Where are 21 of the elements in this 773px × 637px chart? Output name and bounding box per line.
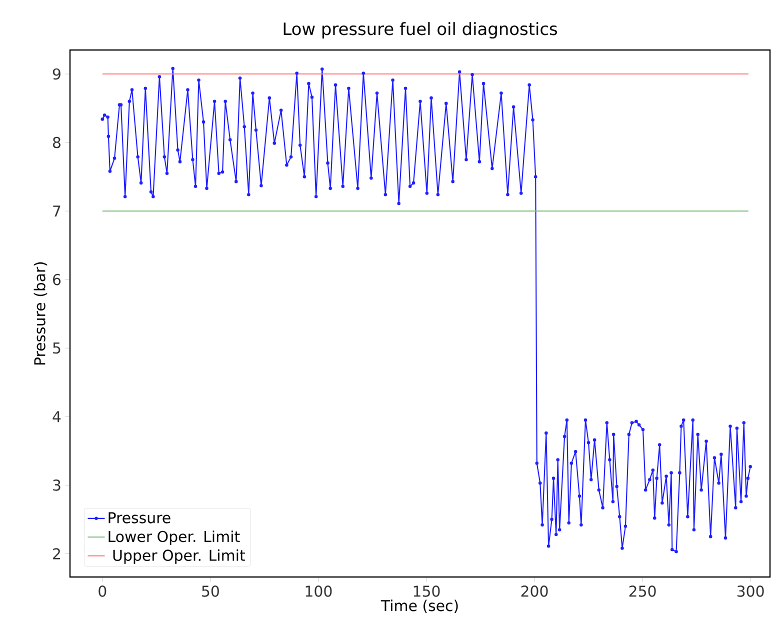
y-tick-label: 3 <box>53 480 60 491</box>
y-tick-label: 2 <box>53 548 60 560</box>
x-tick-label: 100 <box>306 586 332 597</box>
chart-title: Low pressure fuel oil diagnostics <box>284 22 558 38</box>
y-tick-label: 9 <box>52 68 60 80</box>
y-tick-label: 8 <box>52 136 60 148</box>
legend-label: Upper Oper. Limit <box>113 549 246 564</box>
x-tick-label: 0 <box>98 586 106 597</box>
x-tick-label: 50 <box>202 586 219 597</box>
legend-label: Lower Oper. Limit <box>108 530 240 546</box>
y-tick-label: 4 <box>52 411 61 422</box>
x-axis-title: Time (sec) <box>380 600 458 613</box>
x-tick-label: 200 <box>521 586 548 597</box>
legend-label: Pressure <box>108 512 170 524</box>
y-tick-label: 5 <box>53 342 60 354</box>
x-tick-label: 300 <box>737 586 764 597</box>
y-tick-label: 6 <box>53 274 61 286</box>
x-tick-label: 150 <box>414 586 440 597</box>
x-tick-label: 250 <box>629 586 656 597</box>
y-axis-title: Pressure (bar) <box>34 262 48 365</box>
y-tick-label: 7 <box>53 206 60 216</box>
